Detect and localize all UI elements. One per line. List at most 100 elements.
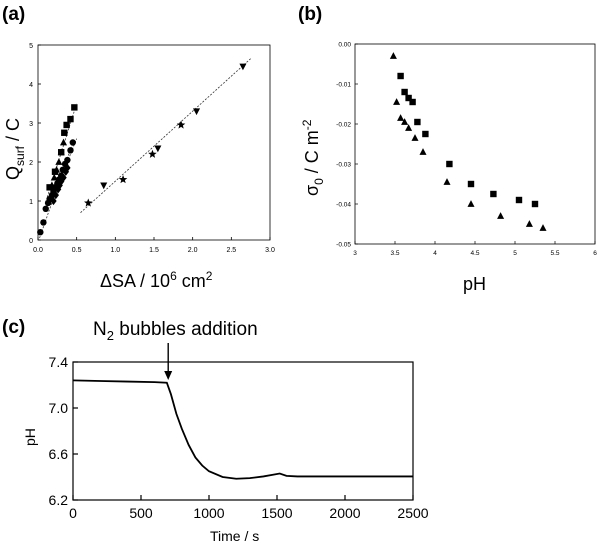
chart-b-ylabel: σ0 / C m-2: [300, 119, 326, 196]
chart-a-point-diamonds: [64, 163, 71, 173]
chart-a-point-squares: [71, 104, 78, 111]
chart-a-point-circles: [42, 205, 49, 212]
chart-b-point-triangles: [401, 118, 409, 125]
chart-a-xtick-label: 1.5: [149, 247, 159, 254]
chart-b-point-triangles: [411, 134, 419, 141]
chart-b-ytick-label: 0.00: [338, 42, 351, 49]
chart-a-xtick-label: 3.0: [265, 247, 275, 254]
chart-a-ytick-label: 1: [29, 199, 33, 206]
chart-b-xtick-label: 5.5: [550, 250, 559, 257]
chart-b-point-squares: [401, 88, 408, 96]
chart-a-xtick-label: 2.5: [226, 247, 236, 254]
panel-label-c: (c): [2, 317, 25, 338]
chart-a-point-triangles-down: [100, 182, 108, 190]
chart-c-ytick-label: 6.6: [49, 446, 69, 462]
chart-b-xlabel: pH: [463, 274, 486, 294]
chart-a-point-diamonds: [52, 190, 59, 200]
chart-a-point-triangles-up: [50, 173, 58, 181]
chart-b-xtick-label: 5: [513, 250, 517, 257]
chart-a-point-squares: [67, 115, 74, 123]
chart-b-point-squares: [490, 190, 497, 198]
chart-a-ylabel: Qsurf / C: [3, 118, 27, 180]
chart-b-frame: [354, 43, 596, 245]
chart-a-ytick-label: 0: [29, 238, 33, 245]
chart-b-point-squares: [397, 72, 404, 80]
chart-a-point-stars: [118, 175, 128, 184]
chart-c-frame: [72, 361, 414, 501]
chart-b-point-squares: [531, 200, 539, 208]
chart-b-point-squares: [515, 196, 523, 204]
chart-b-xtick-label: 4: [433, 250, 437, 257]
chart-b-xtick-label: 3.5: [390, 250, 399, 257]
panel-label-a: (a): [2, 4, 25, 25]
chart-b-point-triangles: [419, 148, 427, 155]
chart-a-point-triangles-up: [60, 138, 68, 146]
chart-a-point-triangles-down: [239, 63, 247, 71]
chart-b-point-squares: [409, 98, 416, 106]
chart-a-point-circles: [67, 147, 74, 154]
chart-a-xtick-label: 0.0: [33, 247, 43, 254]
chart-b-point-triangles: [443, 178, 451, 185]
chart-a-xlabel: ΔSA / 106 cm2: [100, 269, 213, 291]
chart-b-point-squares: [422, 130, 429, 138]
chart-b-ytick-label: -0.04: [336, 202, 351, 209]
chart-b-ytick-label: -0.03: [336, 162, 351, 169]
chart-c-xtick-label: 2500: [397, 505, 428, 521]
chart-a-xtick-label: 0.5: [72, 247, 82, 254]
chart-b-ytick-label: -0.05: [336, 242, 351, 249]
chart-c-ytick-label: 6.2: [49, 492, 69, 508]
chart-a-point-diamonds: [62, 167, 70, 176]
chart-c-xtick-label: 1500: [261, 505, 292, 521]
chart-b-point-triangles: [389, 52, 397, 59]
chart-b-point-triangles: [539, 224, 547, 231]
chart-b-xtick-label: 6: [593, 250, 597, 257]
chart-c-xlabel: Time / s: [210, 528, 259, 544]
chart-a-point-circles: [37, 229, 44, 236]
chart-b-point-triangles: [393, 98, 401, 105]
chart-a-point-squares: [61, 129, 68, 136]
chart-b-point-triangles: [405, 124, 413, 131]
chart-b-point-squares: [405, 94, 412, 102]
chart-a-point-squares: [51, 168, 59, 175]
chart-a-point-diamonds: [58, 177, 65, 186]
chart-c-ylabel: pH: [22, 428, 38, 446]
chart-a: 0.0 0.5 1.0 1.5 2.0 2.5 3.0 0 1 2 3 4 5 ΔSA / 106 cm…: [3, 43, 275, 291]
chart-a-xtick-label: 1.0: [110, 247, 120, 254]
chart-b-point-triangles: [397, 114, 405, 121]
chart-a-point-circles: [69, 139, 77, 146]
chart-b-xtick-label: 4.5: [470, 250, 479, 257]
chart-a-point-stars: [176, 120, 186, 129]
chart-a-point-stars: [84, 198, 93, 207]
chart-a-xtick-label: 2.0: [188, 247, 198, 254]
chart-a-point-squares: [58, 149, 65, 156]
chart-b-xtick-label: 3: [353, 250, 357, 257]
chart-a-ytick-label: 3: [29, 121, 33, 128]
chart-a-point-stars: [148, 149, 157, 158]
chart-b: 3 3.5 4 4.5 5 5.5 6 0.00 -0.01 -0.02 -0.03 -0.04 -0.…: [300, 42, 597, 295]
chart-c-ytick-label: 7.4: [49, 354, 69, 370]
chart-a-point-triangles-down: [193, 108, 201, 116]
chart-b-ytick-label: -0.02: [336, 122, 351, 129]
chart-b-point-squares: [467, 180, 475, 188]
chart-b-point-triangles: [497, 212, 505, 219]
chart-a-point-squares: [46, 184, 53, 191]
chart-a-point-diamonds: [50, 196, 57, 206]
chart-a-fit-line: [80, 58, 251, 213]
panel-label-b: (b): [298, 4, 322, 25]
chart-a-ytick-label: 2: [29, 160, 33, 167]
chart-b-point-squares: [414, 118, 421, 126]
chart-c-xtick-label: 1000: [193, 505, 224, 521]
chart-a-point-circles: [40, 219, 47, 226]
chart-b-point-squares: [446, 160, 453, 168]
chart-c-ytick-label: 7.0: [49, 400, 69, 416]
chart-a-ytick-label: 4: [29, 82, 33, 89]
chart-c-xtick-label: 500: [129, 505, 153, 521]
chart-c-xtick-label: 2000: [329, 505, 360, 521]
chart-b-ytick-label: -0.01: [336, 82, 351, 89]
chart-a-point-circles: [64, 156, 71, 164]
annotation-arrowhead: [164, 371, 173, 380]
chart-c-annotation: N2 bubbles addition: [93, 319, 258, 380]
chart-c-xtick-label: 0: [69, 505, 77, 521]
annotation-text: N2 bubbles addition: [93, 319, 258, 343]
